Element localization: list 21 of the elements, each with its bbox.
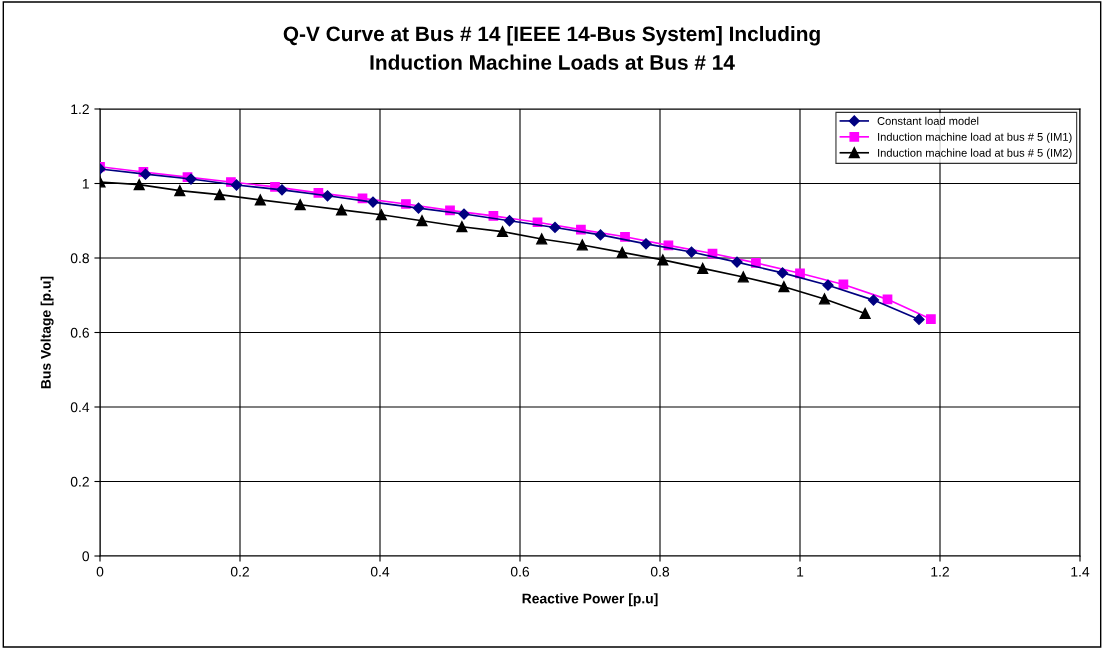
x-tick-label: 0: [96, 566, 104, 577]
y-tick-label: 0.6: [70, 327, 89, 338]
legend-label: Constant load model: [877, 116, 979, 125]
x-tick-label: 1: [797, 566, 804, 577]
y-tick-label: 0.2: [70, 476, 89, 487]
x-tick-label: 0.8: [650, 566, 670, 577]
x-tick-label: 0.2: [230, 566, 249, 577]
chart-title: Q-V Curve at Bus # 14 [IEEE 14-Bus System] Including Induction Machine Loads at Bus # 14: [283, 25, 820, 70]
y-tick-label: 1: [82, 178, 89, 189]
legend-label: Induction machine load at bus # 5 (IM2): [878, 148, 1072, 159]
y-tick-label: 0.4: [70, 402, 90, 413]
y-axis-title: Bus Voltage [p.u]: [40, 276, 54, 389]
x-tick-label: 1.4: [1071, 566, 1090, 577]
x-tick-label: 0.6: [510, 566, 530, 577]
y-tick-label: 1.2: [71, 104, 89, 115]
legend-label: Induction machine load at bus # 5 (IM1): [878, 132, 1072, 144]
y-tick-label: 0: [82, 551, 90, 562]
x-axis-title: Reactive Power [p.u]: [522, 593, 658, 607]
x-tick-label: 0.4: [370, 566, 390, 577]
x-tick-label: 1.2: [931, 566, 949, 577]
y-tick-label: 0.8: [70, 253, 89, 264]
